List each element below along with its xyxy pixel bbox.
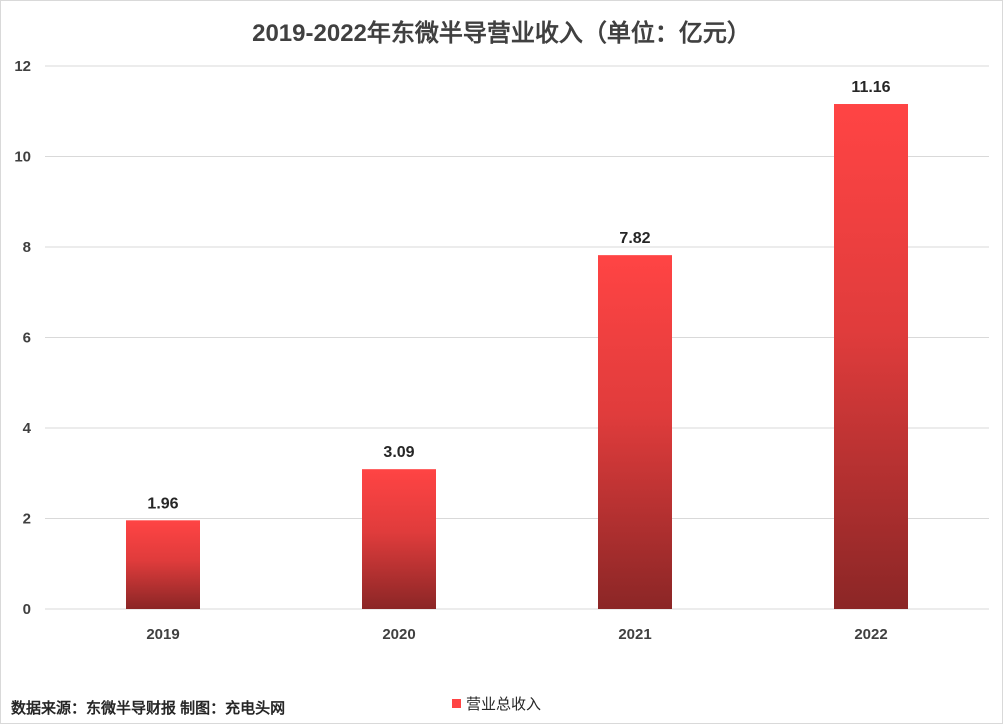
legend-swatch (452, 699, 461, 708)
x-axis-ticks: 2019 2020 2021 2022 (146, 626, 887, 643)
data-label-2022: 11.16 (851, 79, 890, 96)
gridlines (45, 65, 989, 610)
data-labels: 1.96 3.09 7.82 11.16 (147, 79, 890, 512)
bar-2020 (362, 469, 436, 609)
chart-title: 2019-2022年东微半导营业收入（单位：亿元） (252, 20, 751, 47)
legend: 营业总收入 (452, 693, 541, 714)
y-tick-label: 10 (14, 149, 31, 166)
y-tick-label: 0 (23, 601, 31, 618)
bar-2022 (834, 104, 908, 609)
x-tick-label-2020: 2020 (382, 626, 415, 643)
bars (126, 104, 908, 609)
x-tick-label-2019: 2019 (146, 626, 179, 643)
bar-2019 (126, 520, 200, 609)
y-tick-label: 6 (23, 330, 31, 347)
y-tick-label: 12 (14, 58, 31, 75)
data-label-2020: 3.09 (383, 444, 414, 461)
y-axis-ticks: 0 2 4 6 8 10 12 (14, 58, 31, 618)
y-tick-label: 8 (23, 239, 31, 256)
y-tick-label: 4 (23, 420, 32, 437)
data-label-2021: 7.82 (619, 230, 650, 247)
legend-label: 营业总收入 (466, 696, 542, 713)
source-note: 数据来源：东微半导财报 制图：充电头网 (11, 700, 286, 717)
bar-2021 (598, 255, 672, 609)
x-tick-label-2021: 2021 (618, 626, 651, 643)
data-label-2019: 1.96 (147, 495, 178, 512)
x-tick-label-2022: 2022 (854, 626, 887, 643)
y-tick-label: 2 (23, 511, 31, 528)
